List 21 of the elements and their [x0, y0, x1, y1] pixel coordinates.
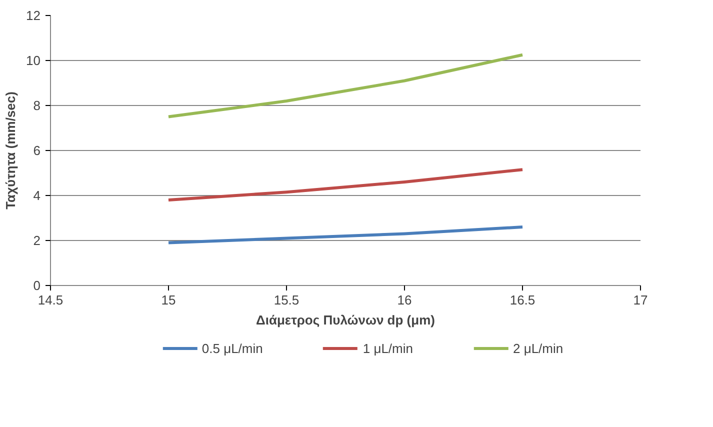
- x-tick-label: 14.5: [38, 292, 64, 308]
- y-tick-label: 0: [33, 278, 41, 293]
- y-tick-label: 12: [26, 8, 41, 23]
- x-tick-label: 17: [633, 292, 648, 308]
- y-tick-label: 6: [33, 143, 41, 158]
- legend-label: 0.5 μL/min: [202, 340, 263, 356]
- y-tick-label: 4: [33, 188, 41, 203]
- y-axis-title: Ταχύτητα (mm/sec): [3, 92, 18, 210]
- x-tick-label: 16: [397, 292, 412, 308]
- line-series: [167, 53, 524, 118]
- legend-label: 2 μL/min: [512, 340, 564, 356]
- line-series: [167, 226, 524, 244]
- x-axis-title: Διάμετρος Πυλώνων dp (μm): [256, 312, 435, 328]
- line-series: [167, 168, 524, 202]
- x-tick-label: 15.5: [274, 292, 300, 308]
- y-tick-label: 2: [33, 233, 41, 248]
- legend-label: 1 μL/min: [362, 340, 413, 356]
- y-tick-label: 8: [33, 98, 41, 113]
- y-tick-label: 10: [26, 53, 41, 68]
- x-tick-label: 15: [161, 292, 176, 308]
- x-tick-label: 16.5: [510, 292, 536, 308]
